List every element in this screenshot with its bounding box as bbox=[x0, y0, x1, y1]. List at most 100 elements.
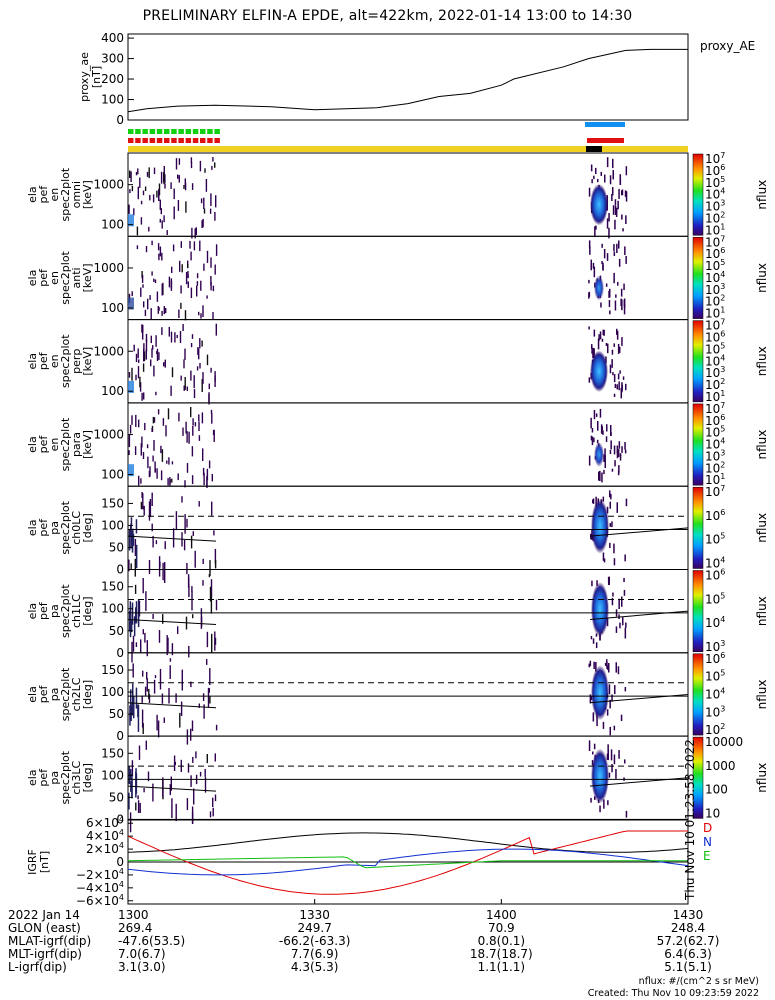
flux-pixel bbox=[609, 310, 611, 315]
flux-pixel bbox=[165, 308, 167, 314]
colorbar-tick-label: 106 bbox=[705, 651, 725, 666]
flux-pixel bbox=[175, 803, 177, 822]
flux-pixel bbox=[136, 245, 139, 250]
flux-pixel bbox=[609, 699, 611, 709]
flux-pixel bbox=[186, 798, 189, 811]
flux-pixel bbox=[615, 662, 617, 673]
flux-pixel bbox=[212, 285, 215, 292]
flux-pixel bbox=[625, 622, 627, 628]
time-row-value: 1330 bbox=[299, 908, 330, 922]
flux-pixel bbox=[151, 523, 153, 532]
flux-pixel bbox=[209, 696, 211, 704]
flux-pixel bbox=[166, 635, 168, 656]
flux-pixel bbox=[159, 246, 162, 257]
flux-pixel bbox=[141, 492, 143, 498]
flux-pixel bbox=[624, 554, 626, 562]
flux-pixel bbox=[129, 705, 131, 726]
flux-pixel bbox=[142, 629, 144, 635]
flux-pixel bbox=[131, 706, 133, 716]
time-row-value: 70.9 bbox=[488, 921, 515, 935]
proxy-ae-ylabel: proxy_ae[nT] bbox=[78, 52, 103, 102]
flux-pixel bbox=[604, 455, 606, 460]
flux-pixel bbox=[131, 537, 134, 553]
time-row-value: 4.3(5.3) bbox=[291, 960, 339, 974]
flux-pixel bbox=[601, 261, 603, 265]
flux-pixel bbox=[611, 521, 613, 528]
flux-pixel bbox=[128, 372, 131, 378]
panel-ylabel-line: para bbox=[70, 432, 83, 457]
flux-pixel bbox=[163, 362, 165, 367]
flux-pixel bbox=[616, 328, 618, 335]
flux-pixel bbox=[613, 558, 616, 566]
flux-pixel bbox=[146, 444, 149, 449]
flux-pixel bbox=[184, 178, 186, 186]
flux-pixel bbox=[590, 259, 592, 271]
proxy-ae-frame bbox=[127, 33, 689, 121]
flux-pixel bbox=[141, 392, 143, 401]
flux-pixel bbox=[202, 372, 204, 384]
flux-pixel bbox=[618, 258, 621, 267]
flux-pixel bbox=[202, 580, 204, 586]
flux-pixel bbox=[188, 577, 190, 585]
flux-pixel bbox=[154, 461, 156, 473]
flux-pixel bbox=[601, 243, 603, 248]
flux-pixel bbox=[611, 468, 614, 472]
flux-pixel bbox=[211, 633, 213, 654]
flux-pixel bbox=[210, 367, 212, 373]
flux-pixel bbox=[153, 278, 155, 282]
proxy-ae-panel: 400 300 200 100 0 proxy_AE proxy_ae[nT] bbox=[78, 31, 755, 127]
flux-pixel bbox=[138, 359, 140, 363]
flux-pixel bbox=[215, 323, 217, 336]
flux-pixel bbox=[186, 729, 189, 745]
time-row-value: 6.4(6.3) bbox=[664, 947, 712, 961]
flux-pixel bbox=[180, 302, 182, 309]
flux-pixel bbox=[185, 201, 187, 213]
flux-pixel bbox=[613, 543, 615, 554]
flux-pixel bbox=[190, 407, 192, 418]
flux-pixel bbox=[145, 740, 147, 750]
flux-pixel bbox=[156, 468, 158, 479]
flux-pixel bbox=[591, 349, 593, 354]
flux-pixel bbox=[142, 670, 144, 677]
flux-pixel bbox=[137, 186, 139, 200]
time-row-label: L-igrf(dip) bbox=[8, 960, 67, 974]
flux-pixel bbox=[590, 636, 593, 640]
flux-pixel bbox=[600, 424, 603, 434]
flux-pixel bbox=[211, 474, 213, 482]
flux-pixel bbox=[214, 264, 216, 275]
flux-pixel bbox=[610, 440, 612, 450]
igrf-ytick-label: 2×104 bbox=[86, 841, 124, 856]
colorbar-tick-label: 103 bbox=[705, 704, 725, 719]
flux-pixel bbox=[214, 560, 217, 569]
panel-ylabel-line: pa bbox=[48, 771, 61, 785]
flux-pixel bbox=[615, 294, 617, 298]
flux-pixel bbox=[198, 435, 201, 441]
flux-pixel bbox=[624, 449, 627, 454]
flux-pixel bbox=[206, 354, 209, 366]
flux-pixel bbox=[133, 696, 135, 719]
flux-pixel bbox=[203, 704, 205, 719]
flux-pixel bbox=[617, 373, 620, 380]
flux-pixel bbox=[606, 753, 609, 760]
flux-pixel bbox=[611, 597, 614, 606]
ytick-label: 50 bbox=[109, 707, 124, 721]
panel-ylabel-line: spec2plot bbox=[59, 334, 72, 388]
panel-ylabel-line: ela bbox=[26, 603, 39, 620]
flux-pixel bbox=[592, 499, 594, 504]
panel-ylabel-line: en bbox=[48, 271, 61, 285]
flux-pixel bbox=[182, 427, 184, 436]
flux-pixel bbox=[606, 424, 608, 432]
time-row-value: 1300 bbox=[118, 908, 149, 922]
flux-pixel bbox=[142, 363, 145, 372]
flux-pixel bbox=[180, 701, 183, 716]
time-row-value: 7.0(6.7) bbox=[118, 947, 166, 961]
flux-pixel bbox=[190, 775, 192, 787]
flux-pixel bbox=[204, 777, 207, 793]
flux-pixel bbox=[617, 344, 620, 354]
igrf-panel: 6×1044×1042×1040−2×104−4×104−6×104DNEThu… bbox=[26, 739, 712, 908]
flux-pixel bbox=[140, 287, 142, 297]
proxy-ae-ylabel-line: proxy_ae bbox=[78, 52, 91, 102]
flux-pixel bbox=[607, 800, 609, 806]
flux-pixel bbox=[610, 493, 612, 500]
